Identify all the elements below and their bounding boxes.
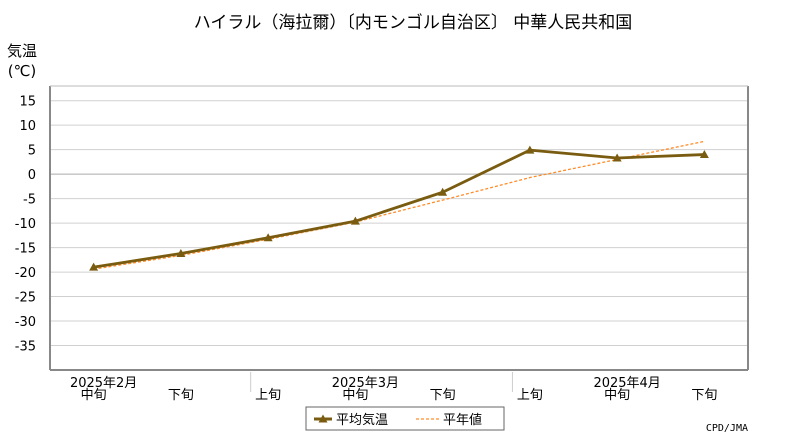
plot-area	[50, 86, 748, 370]
legend-label-normal: 平年値	[443, 412, 482, 428]
y-tick-label: -20	[15, 266, 36, 281]
y-tick-label: -10	[15, 217, 36, 232]
data-point-avg	[350, 216, 360, 225]
y-tick-label: -5	[23, 193, 36, 208]
y-tick-label: -25	[15, 291, 36, 306]
y-tick-label: -15	[15, 242, 36, 257]
y-axis-label: 気温	[7, 42, 37, 60]
y-axis-unit: (℃)	[8, 62, 37, 80]
data-point-avg	[525, 145, 535, 154]
x-tick-label: 上旬	[255, 388, 281, 403]
series-line-normal	[93, 140, 705, 270]
legend: 平均気温 平年値	[305, 406, 505, 431]
data-point-avg	[699, 150, 709, 159]
x-tick-label: 下旬	[691, 388, 717, 403]
x-axis-labels: 中旬 下旬 上旬 中旬 下旬 上旬 中旬 下旬 2025年2月 2025年3月 2025年4月	[70, 372, 717, 403]
data-point-avg	[176, 248, 186, 257]
x-tick-label: 下旬	[168, 388, 194, 403]
series-layer	[89, 140, 709, 271]
y-tick-label: 10	[19, 119, 36, 134]
data-point-avg	[89, 262, 99, 271]
y-tick-label: -30	[15, 315, 36, 330]
series-line-avg	[93, 148, 705, 269]
x-month-label: 2025年4月	[593, 376, 660, 391]
y-tick-label: 0	[28, 168, 36, 183]
data-point-avg	[263, 233, 273, 242]
x-tick-label: 中旬	[342, 388, 368, 403]
y-tick-label: 15	[19, 95, 36, 110]
legend-label-avg: 平均気温	[336, 412, 388, 428]
x-month-label: 2025年3月	[332, 376, 399, 391]
y-tick-label: 5	[28, 144, 36, 159]
y-axis-ticks: 15 10 5 0 -5 -10 -15 -20 -25 -30 -35	[15, 95, 36, 355]
x-tick-label: 中旬	[81, 388, 107, 403]
credit-text: CPD/JMA	[706, 423, 748, 434]
x-tick-label: 中旬	[604, 388, 630, 403]
data-point-avg	[612, 153, 622, 162]
x-tick-label: 上旬	[517, 388, 543, 403]
y-tick-label: -35	[15, 340, 36, 355]
data-point-avg	[438, 187, 448, 196]
legend-marker-avg	[318, 414, 328, 423]
legend-box	[305, 406, 505, 431]
chart-title: ハイラル（海拉爾）〔内モンゴル自治区〕 中華人民共和国	[194, 12, 633, 33]
x-tick-label: 下旬	[430, 388, 456, 403]
grid-lines	[50, 100, 748, 347]
x-month-label: 2025年2月	[70, 376, 137, 391]
